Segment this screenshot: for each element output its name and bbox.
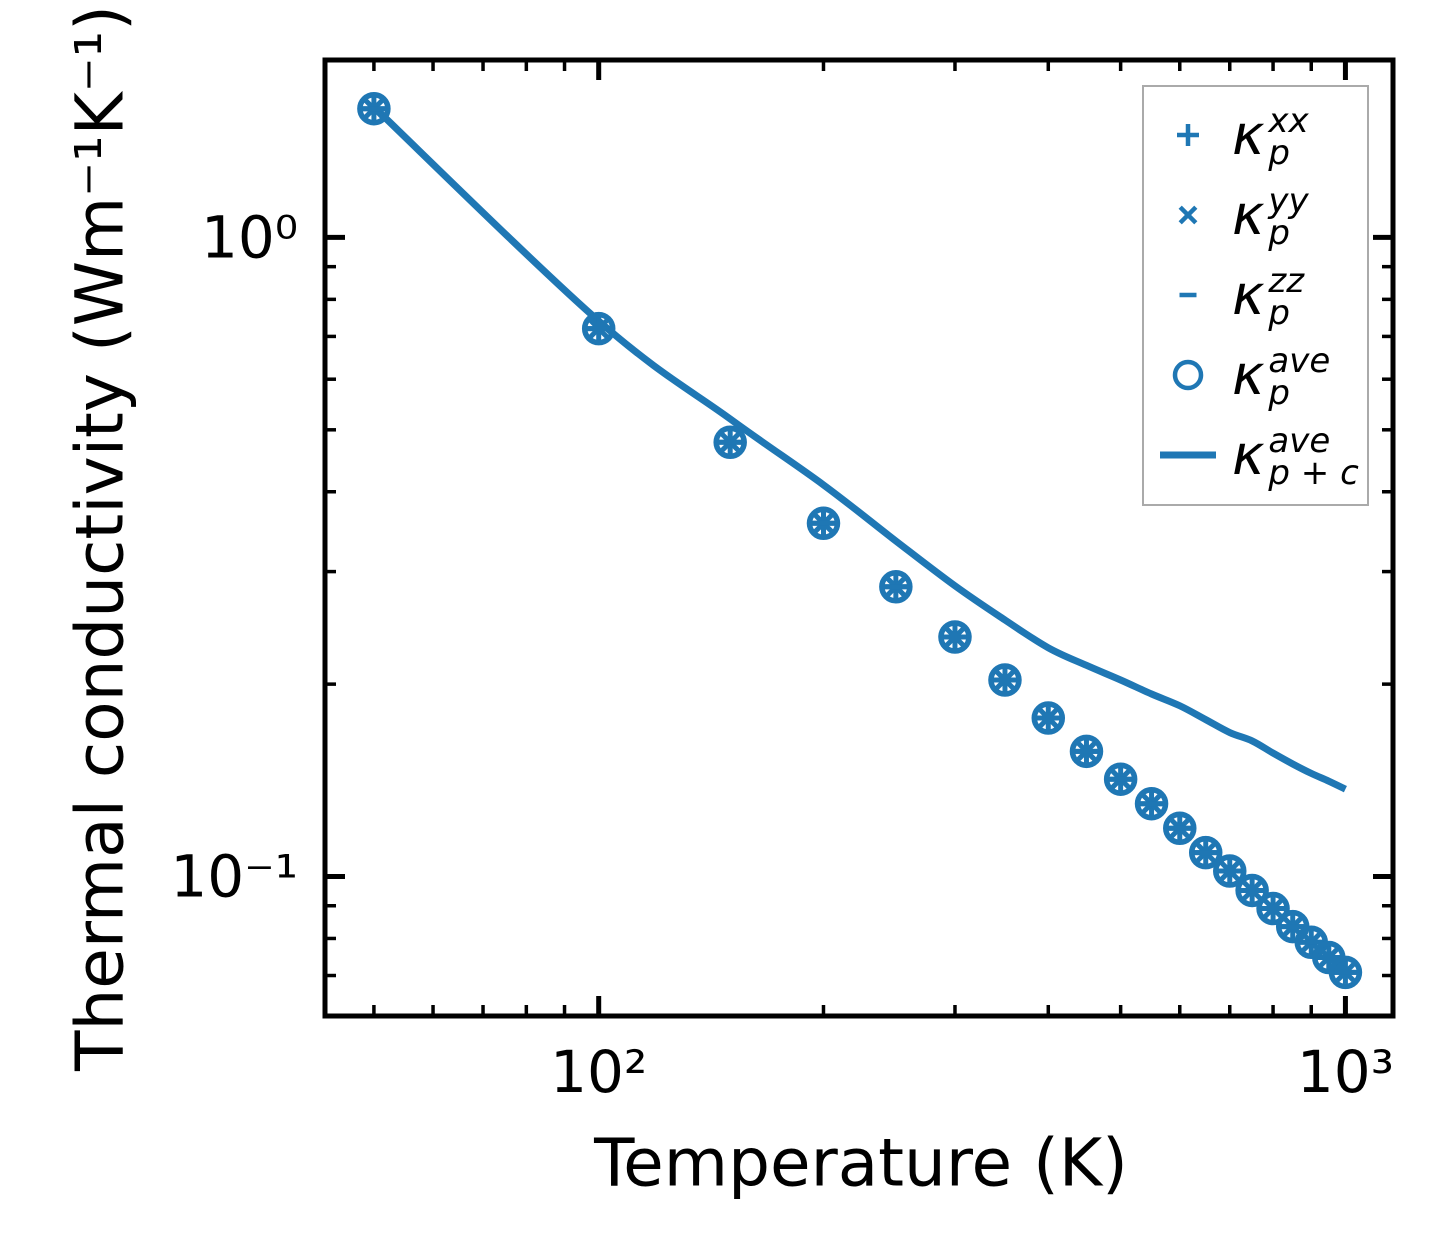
kappa-symbol: κ [1232, 342, 1265, 407]
legend-sup-sub-stack: ave p [1268, 340, 1331, 413]
legend-row-zz-p: κ zz p [1144, 255, 1367, 335]
circle-marker [1134, 786, 1169, 821]
kappa-symbol: κ [1232, 182, 1265, 247]
legend-row-ave-p+c: κ ave p + c [1144, 415, 1367, 495]
circle-marker [1188, 835, 1223, 870]
legend-line-icon [1160, 451, 1216, 459]
circle-marker [1213, 854, 1247, 888]
legend-row-ave-p: κ ave p [1144, 335, 1367, 415]
circle-marker [806, 506, 841, 541]
legend-subscript: p [1268, 373, 1291, 413]
legend-marker-cell [1144, 425, 1232, 485]
legend-cross-icon [1178, 205, 1198, 225]
circle-marker [988, 663, 1022, 697]
x-tick-label: 10² [550, 1038, 647, 1106]
legend-hline-icon [1179, 292, 1197, 298]
legend-label: κ zz p [1232, 260, 1305, 333]
circle-marker [1256, 891, 1290, 926]
legend-sup-sub-stack: yy p [1268, 180, 1309, 253]
legend-row-xx-p: κ xx p [1144, 95, 1367, 175]
kappa-symbol: κ [1232, 422, 1265, 487]
circle-marker [1163, 811, 1197, 845]
legend-marker-cell [1144, 265, 1232, 325]
legend-marker-cell [1144, 185, 1232, 245]
series-hline-markers [362, 106, 1357, 975]
y-tick-label: 10⁻¹ [170, 843, 298, 911]
legend-label: κ yy p [1232, 180, 1309, 253]
circle-marker [1031, 701, 1066, 735]
series-circle-markers [357, 91, 1363, 990]
legend-label: κ ave p [1232, 340, 1331, 413]
legend-label: κ xx p [1232, 100, 1309, 173]
circle-marker [879, 570, 913, 604]
legend-superscript: xx [1268, 100, 1309, 141]
legend-superscript: yy [1268, 180, 1309, 221]
legend-circle-icon [1172, 359, 1204, 391]
legend-sup-sub-stack: ave p + c [1268, 420, 1359, 493]
fit-line-kappa-p-plus-c-ave [371, 104, 1347, 793]
plot-frame [322, 57, 1396, 1019]
y-axis-label: Thermal conductivity (Wm⁻¹K⁻¹) [61, 5, 139, 1071]
x-tick-label: 10³ [1297, 1038, 1394, 1106]
legend-subscript: p [1268, 213, 1291, 253]
legend-row-yy-p: κ yy p [1144, 175, 1367, 255]
kappa-symbol: κ [1232, 262, 1265, 327]
circle-marker [1069, 734, 1104, 769]
circle-marker [357, 91, 391, 126]
circle-marker [713, 425, 747, 460]
legend-sup-sub-stack: xx p [1268, 100, 1309, 173]
circle-marker [1103, 762, 1138, 796]
legend-superscript: ave [1268, 420, 1331, 461]
x-axis-label: Temperature (K) [594, 1124, 1128, 1202]
legend-label: κ ave p + c [1232, 420, 1359, 493]
circle-marker [1235, 873, 1269, 908]
circle-marker [581, 311, 616, 346]
legend-plus-icon [1177, 124, 1199, 146]
legend: κ xx p κ yy p κ zz p κ ave p κ ave p + c [1142, 85, 1369, 506]
legend-subscript: p [1268, 133, 1291, 173]
legend-subscript: p + c [1268, 453, 1359, 493]
legend-marker-cell [1144, 345, 1232, 405]
circle-marker [938, 620, 972, 654]
legend-superscript: ave [1268, 340, 1331, 381]
circle-marker [1328, 955, 1363, 990]
kappa-symbol: κ [1232, 102, 1265, 167]
legend-superscript: zz [1268, 260, 1305, 301]
legend-sup-sub-stack: zz p [1268, 260, 1305, 333]
legend-marker-cell [1144, 105, 1232, 165]
y-tick-label: 10⁰ [201, 203, 298, 271]
legend-subscript: p [1268, 293, 1291, 333]
